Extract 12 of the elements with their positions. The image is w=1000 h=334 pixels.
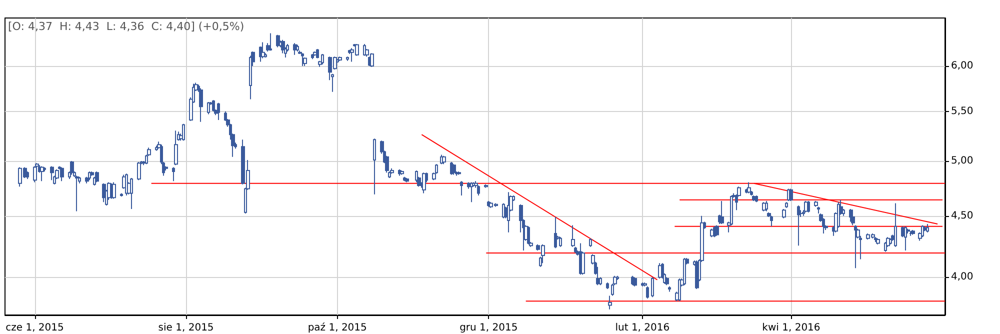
y-tick-label: 5,50 bbox=[951, 106, 974, 117]
x-tick-label: paź 1, 2015 bbox=[308, 322, 367, 334]
annotation: [O: 4,37 H: 4,43 L: 4,36 C: 4,40] (+0,5%) bbox=[8, 20, 244, 33]
x-tick-label: sie 1, 2015 bbox=[158, 322, 214, 334]
y-tick-label: 5,00 bbox=[951, 156, 974, 166]
y-tick-label: 6,00 bbox=[951, 60, 974, 72]
y-tick-label: 4,00 bbox=[951, 272, 974, 283]
x-tick-label: cze 1, 2015 bbox=[6, 322, 64, 334]
x-tick-label: gru 1, 2015 bbox=[460, 322, 518, 334]
y-tick-label: 4,50 bbox=[951, 210, 974, 222]
x-tick-label: kwi 1, 2016 bbox=[762, 322, 820, 334]
x-tick-label: lut 1, 2016 bbox=[615, 322, 670, 334]
